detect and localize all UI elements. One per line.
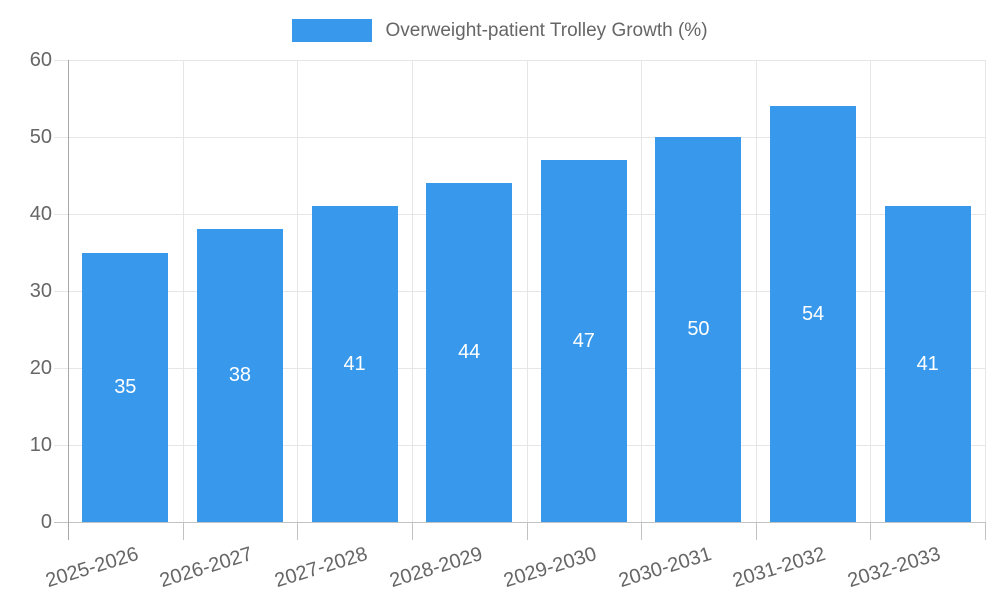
legend-label: Overweight-patient Trolley Growth (%) — [385, 19, 708, 41]
y-axis-tick — [54, 291, 68, 292]
y-axis-tick — [54, 137, 68, 138]
y-axis-tick-label: 60 — [29, 49, 52, 71]
x-axis-tick — [526, 522, 528, 540]
bar[interactable]: 41 — [884, 206, 971, 522]
legend-swatch — [292, 19, 373, 42]
gridline-vertical — [297, 60, 299, 522]
legend-item[interactable]: Overweight-patient Trolley Growth (%) — [292, 19, 708, 42]
y-axis-tick — [54, 60, 68, 61]
x-axis-tick-label: 2031-2032 — [730, 543, 829, 593]
x-axis-tick-label: 2030-2031 — [615, 543, 714, 593]
y-axis-tick — [54, 368, 68, 369]
x-axis-tick — [870, 522, 872, 540]
gridline-vertical — [411, 60, 413, 522]
x-axis-tick — [297, 522, 299, 540]
x-axis-tick-label: 2029-2030 — [501, 543, 600, 593]
y-axis-tick-label: 50 — [29, 126, 52, 148]
x-axis-tick-label: 2027-2028 — [272, 543, 370, 593]
bar-value-label: 44 — [458, 341, 481, 364]
x-axis-tick-label: 2025-2026 — [42, 543, 141, 593]
x-axis-tick — [641, 522, 643, 540]
bar-value-label: 41 — [343, 352, 366, 375]
x-axis-tick-label: 2028-2029 — [386, 543, 485, 593]
bar[interactable]: 44 — [426, 183, 513, 522]
y-axis-tick-label: 20 — [29, 357, 52, 379]
bar-value-label: 38 — [228, 364, 252, 387]
y-axis-tick — [54, 445, 68, 446]
gridline-vertical — [755, 60, 757, 522]
gridline-vertical — [526, 60, 528, 522]
bar[interactable]: 41 — [311, 206, 398, 522]
y-axis-tick-label: 0 — [40, 511, 52, 533]
bar[interactable]: 54 — [770, 106, 857, 522]
x-axis-tick-label: 2026-2027 — [157, 543, 256, 593]
gridline-vertical — [182, 60, 184, 522]
bar-value-label: 35 — [114, 375, 137, 398]
x-axis-tick — [755, 522, 757, 540]
bar-value-label: 41 — [916, 352, 939, 375]
y-axis-line — [68, 60, 69, 522]
bar[interactable]: 38 — [196, 229, 283, 522]
bar[interactable]: 35 — [82, 252, 169, 522]
y-axis-tick — [54, 214, 68, 215]
legend: Overweight-patient Trolley Growth (%) — [0, 19, 1000, 42]
x-axis-tick — [68, 522, 69, 540]
x-axis-tick — [411, 522, 413, 540]
gridline-vertical — [870, 60, 872, 522]
bar-value-label: 50 — [687, 318, 710, 340]
bar[interactable]: 50 — [655, 137, 742, 522]
y-axis-tick-label: 10 — [29, 434, 52, 456]
bar[interactable]: 47 — [540, 160, 627, 522]
gridline-vertical — [641, 60, 643, 522]
y-axis-tick-label: 40 — [29, 203, 52, 225]
bar-value-label: 47 — [572, 329, 595, 352]
x-axis-tick — [182, 522, 184, 540]
y-axis-tick-label: 30 — [29, 280, 52, 302]
x-axis-tick-label: 2032-2033 — [845, 543, 944, 593]
bar-value-label: 54 — [801, 302, 825, 325]
y-axis-tick — [54, 522, 68, 523]
x-axis-tick — [985, 522, 986, 540]
gridline-vertical — [985, 60, 986, 522]
